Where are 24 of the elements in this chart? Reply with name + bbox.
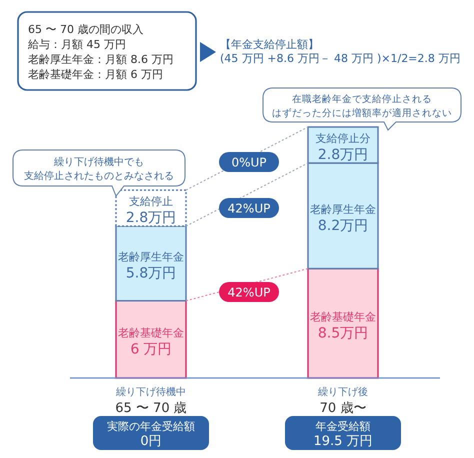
data-label: 支給停止 2.8万円 (126, 195, 176, 226)
text: (45 万円 +8.6 万円－ 48 万円 )×1/2=2.8 万円 (220, 52, 460, 65)
text: 65 〜 70 歳の間の収入 (28, 23, 144, 36)
text: 在職老齢年金で支給停止される (292, 93, 432, 105)
data-label: 支給停止分 2.8万円 (316, 132, 370, 164)
x-tick-label: 繰り下げ後 70 歳〜 (317, 386, 368, 416)
x-tick-label: 繰り下げ待機中 65 〜 70 歳 (115, 386, 187, 416)
data-label: 老齢厚生年金 5.8万円 (118, 250, 184, 282)
text: 【年金支給停止額】 (220, 38, 319, 51)
annotation: 0%UP (231, 156, 267, 170)
text: 給与：月額 45 万円 (27, 38, 126, 51)
bar (307, 268, 379, 379)
annotation: 42%UP (228, 286, 270, 300)
annotation: 支給停止されたものとみなされる (24, 170, 174, 182)
data-label: 老齢厚生年金 8.2万円 (310, 202, 376, 234)
text: はずだった分には増額率が適用されない (272, 107, 452, 119)
annotation: 繰り下げ待機中でも (53, 156, 144, 168)
data-label: 老齢基礎年金 8.5万円 (310, 310, 376, 342)
text: 実際の年金受給額 0円 (107, 420, 195, 449)
text: 年金受給額 19.5 万円 (313, 420, 373, 449)
annotation: 42%UP (228, 202, 270, 216)
text: 老齢厚生年金：月額 8.6 万円 (28, 53, 174, 66)
text: 老齢基礎年金：月額 6 万円 (28, 68, 163, 81)
data-label: 老齢基礎年金 6 万円 (118, 326, 184, 358)
